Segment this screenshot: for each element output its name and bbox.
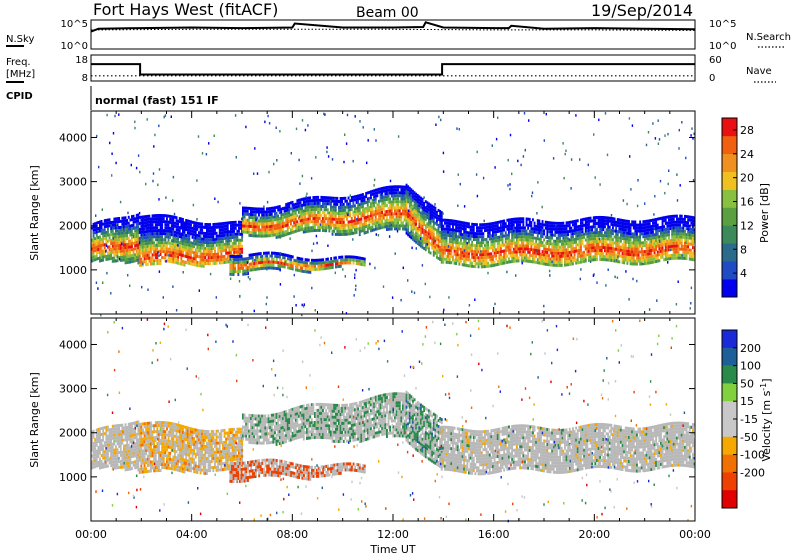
time-tick-label: 00:00 bbox=[75, 528, 107, 541]
freq-left-tick-top: 18 bbox=[75, 55, 88, 66]
power-scatter-cells bbox=[91, 112, 696, 317]
power-ytick-label: 4000 bbox=[59, 131, 87, 144]
velocity-colorbar-cell bbox=[722, 472, 737, 491]
freq-right-tick-bottom: 0 bbox=[709, 73, 715, 84]
date-title: 19/Sep/2014 bbox=[591, 1, 693, 20]
power-colorbar-cell bbox=[722, 135, 737, 155]
velocity-colorbar-tick-label: 15 bbox=[740, 395, 754, 408]
power-ytick-label: 2000 bbox=[59, 220, 87, 233]
noise-right-tick-top: 10^5 bbox=[709, 19, 736, 30]
velocity-ytick-label: 2000 bbox=[59, 427, 87, 440]
noise-left-label: N.Sky bbox=[6, 34, 34, 45]
time-tick-label: 16:00 bbox=[478, 528, 510, 541]
freq-series bbox=[91, 63, 695, 77]
cpid-label: CPID bbox=[6, 91, 33, 102]
velocity-colorbar-tick-label: -15 bbox=[740, 413, 758, 426]
velocity-colorbar-tick-label: 200 bbox=[740, 342, 761, 355]
velocity-ytick-label: 4000 bbox=[59, 338, 87, 351]
power-colorbar-tick-label: 28 bbox=[740, 124, 754, 137]
power-colorbar-cell bbox=[722, 279, 737, 298]
power-ytick-label: 1000 bbox=[59, 264, 87, 277]
time-tick-label: 20:00 bbox=[578, 528, 610, 541]
time-tick-label: 08:00 bbox=[276, 528, 308, 541]
velocity-colorbar-cell bbox=[722, 436, 737, 455]
velocity-ytick-label: 1000 bbox=[59, 471, 87, 484]
velocity-colorbar-label: Velocity [m s-1] bbox=[759, 378, 774, 461]
velocity-colorbar-cell bbox=[722, 419, 737, 438]
velocity-colorbar-cell bbox=[722, 454, 737, 473]
station-title: Fort Hays West (fitACF) bbox=[93, 0, 278, 19]
power-ytick-label: 3000 bbox=[59, 176, 87, 189]
power-colorbar-cell bbox=[722, 243, 737, 262]
time-tick-label: 12:00 bbox=[377, 528, 409, 541]
freq-left-label-1: Freq. bbox=[6, 57, 31, 68]
freq-panel-frame bbox=[90, 54, 696, 82]
time-tick-label: 00:00 bbox=[679, 528, 711, 541]
power-colorbar-tick-label: 12 bbox=[740, 219, 754, 232]
power-colorbar-cell bbox=[722, 118, 737, 137]
velocity-colorbar-cell bbox=[722, 347, 737, 366]
noise-right-tick-bottom: 10^0 bbox=[709, 41, 736, 52]
power-colorbar-tick-label: 8 bbox=[740, 243, 747, 256]
noise-panel-frame bbox=[90, 19, 696, 50]
noise-line-search bbox=[90, 28, 696, 31]
power-colorbar-cell bbox=[722, 189, 737, 208]
noise-left-tick-top: 10^5 bbox=[61, 19, 88, 30]
noise-left-tick-bottom: 10^0 bbox=[61, 41, 88, 52]
power-colorbar-cell bbox=[722, 225, 737, 244]
velocity-colorbar: 200 100 50 15 -15 -50 -100 -200 bbox=[721, 329, 765, 509]
noise-line-sky bbox=[90, 21, 696, 33]
power-ylabel: Slant Range [km] bbox=[28, 165, 41, 261]
velocity-colorbar-cell bbox=[722, 365, 737, 384]
power-colorbar-tick-label: 24 bbox=[740, 148, 754, 161]
freq-right-label: Nave bbox=[746, 66, 772, 77]
power-plot: 1000 2000 3000 4000 bbox=[59, 110, 696, 317]
noise-series bbox=[90, 21, 696, 33]
velocity-colorbar-cell bbox=[722, 383, 737, 402]
freq-right-tick-top: 60 bbox=[709, 55, 722, 66]
power-colorbar-tick-label: 4 bbox=[740, 267, 747, 280]
power-colorbar-frame bbox=[721, 117, 738, 298]
time-tick-label: 04:00 bbox=[176, 528, 208, 541]
power-colorbar-label: Power [dB] bbox=[758, 183, 771, 243]
power-colorbar-tick-label: 16 bbox=[740, 196, 754, 209]
velocity-colorbar-tick-label: -200 bbox=[740, 466, 765, 479]
velocity-colorbar-tick-label: 50 bbox=[740, 377, 754, 390]
velocity-colorbar-tick-label: 100 bbox=[740, 360, 761, 373]
velocity-scatter-cells bbox=[91, 318, 696, 523]
noise-right-label: N.Search bbox=[746, 32, 791, 43]
freq-left-tick-bottom: 8 bbox=[82, 73, 88, 84]
velocity-colorbar-cell bbox=[722, 401, 737, 420]
velocity-plot: 1000 2000 3000 4000 bbox=[59, 317, 696, 523]
freq-left-label-2: [MHz] bbox=[6, 69, 35, 80]
velocity-colorbar-cell bbox=[722, 330, 737, 349]
velocity-colorbar-cell bbox=[722, 490, 737, 509]
power-colorbar-cell bbox=[722, 261, 737, 280]
velocity-colorbar-tick-label: -100 bbox=[740, 449, 765, 462]
time-axis-label: Time UT bbox=[369, 543, 415, 554]
power-colorbar-cell bbox=[722, 171, 737, 190]
velocity-colorbar-tick-label: -50 bbox=[740, 431, 758, 444]
freq-line-freq bbox=[91, 63, 695, 76]
cpid-text: normal (fast) 151 IF bbox=[95, 94, 219, 107]
power-colorbar-cell bbox=[722, 207, 737, 226]
power-colorbar-tick-label: 20 bbox=[740, 172, 754, 185]
power-colorbar: 4 8 12 16 20 24 28 bbox=[721, 117, 754, 298]
beam-title: Beam 00 bbox=[356, 5, 419, 21]
velocity-ylabel: Slant Range [km] bbox=[28, 372, 41, 468]
power-colorbar-cell bbox=[722, 153, 737, 172]
time-axis: 00:00 04:00 08:00 12:00 16:00 20:00 00:00 bbox=[75, 528, 711, 541]
velocity-ytick-label: 3000 bbox=[59, 383, 87, 396]
